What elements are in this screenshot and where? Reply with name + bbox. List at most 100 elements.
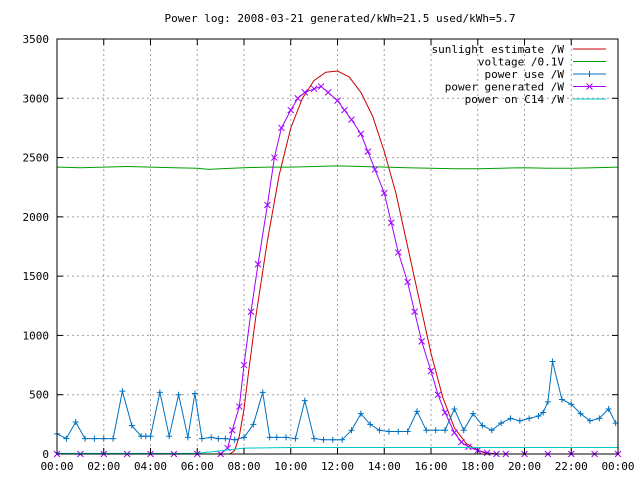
data-point bbox=[371, 166, 379, 173]
data-point bbox=[367, 421, 374, 428]
data-point bbox=[320, 436, 327, 443]
data-point bbox=[228, 426, 236, 434]
data-point bbox=[72, 418, 79, 425]
data-point bbox=[100, 435, 107, 442]
data-point bbox=[247, 308, 255, 316]
data-point bbox=[451, 429, 458, 437]
data-point bbox=[357, 130, 365, 138]
data-point bbox=[442, 427, 449, 434]
data-point bbox=[441, 409, 449, 416]
data-point bbox=[568, 401, 575, 408]
data-point bbox=[156, 389, 163, 396]
x-tick-label: 08:00 bbox=[227, 460, 260, 473]
data-point bbox=[119, 388, 126, 395]
legend-item-2: power use /W bbox=[485, 68, 606, 81]
series-line bbox=[229, 70, 497, 455]
series-0 bbox=[229, 70, 497, 455]
data-point bbox=[558, 396, 565, 403]
legend-item-0: sunlight estimate /W bbox=[432, 43, 606, 56]
grid bbox=[57, 39, 618, 454]
data-point bbox=[128, 422, 135, 429]
y-tick-label: 2000 bbox=[23, 211, 50, 224]
data-point bbox=[411, 308, 418, 316]
data-point bbox=[387, 219, 395, 227]
data-point bbox=[357, 410, 364, 417]
y-tick-label: 500 bbox=[29, 389, 49, 402]
data-point bbox=[311, 435, 318, 442]
data-point bbox=[460, 427, 467, 434]
data-point bbox=[348, 427, 355, 434]
data-point bbox=[334, 97, 341, 105]
data-point bbox=[283, 434, 290, 441]
data-point bbox=[586, 417, 593, 424]
data-point bbox=[317, 83, 325, 90]
data-point bbox=[404, 278, 411, 286]
data-point bbox=[385, 428, 392, 435]
series-line bbox=[56, 361, 617, 441]
legend-label: power generated /W bbox=[445, 81, 565, 94]
data-point bbox=[488, 427, 495, 434]
data-point bbox=[577, 410, 584, 417]
x-tick-label: 10:00 bbox=[274, 460, 307, 473]
data-point bbox=[540, 409, 547, 416]
data-point bbox=[465, 443, 472, 451]
data-point bbox=[483, 449, 491, 457]
data-point bbox=[250, 421, 257, 428]
data-point bbox=[376, 427, 383, 434]
data-point bbox=[458, 438, 465, 446]
data-point bbox=[184, 434, 191, 441]
data-point bbox=[395, 428, 402, 435]
data-point bbox=[324, 89, 332, 96]
x-tick-label: 02:00 bbox=[87, 460, 120, 473]
legend-label: voltage /0.1V bbox=[478, 56, 564, 69]
data-point bbox=[254, 260, 262, 268]
legend-item-3: power generated /W bbox=[445, 81, 606, 94]
data-point bbox=[287, 106, 295, 114]
data-point bbox=[544, 398, 551, 405]
data-point bbox=[394, 249, 402, 256]
data-point bbox=[498, 420, 505, 427]
series-3 bbox=[53, 83, 622, 458]
data-point bbox=[91, 435, 98, 442]
y-tick-label: 3500 bbox=[23, 33, 50, 46]
data-point bbox=[294, 94, 302, 102]
data-point bbox=[427, 367, 435, 375]
data-point bbox=[231, 436, 238, 443]
legend-label: power on C14 /W bbox=[465, 93, 565, 106]
data-point bbox=[434, 391, 442, 399]
data-point bbox=[605, 405, 612, 412]
data-point bbox=[507, 415, 514, 422]
legend-label: sunlight estimate /W bbox=[432, 43, 565, 56]
x-tick-label: 14:00 bbox=[368, 460, 401, 473]
series-line bbox=[57, 447, 618, 454]
data-point bbox=[273, 434, 280, 441]
data-point bbox=[271, 154, 278, 161]
series-1 bbox=[56, 165, 619, 170]
data-point bbox=[348, 116, 355, 123]
data-point bbox=[549, 358, 556, 365]
data-point bbox=[82, 435, 89, 442]
data-point bbox=[404, 428, 411, 435]
data-point bbox=[329, 436, 336, 443]
data-point bbox=[470, 410, 477, 417]
data-point bbox=[147, 433, 154, 440]
data-point bbox=[341, 106, 348, 114]
data-point bbox=[596, 415, 603, 422]
data-point bbox=[432, 427, 439, 434]
x-tick-label: 12:00 bbox=[321, 460, 354, 473]
data-point bbox=[380, 189, 388, 197]
data-point bbox=[110, 435, 117, 442]
data-point bbox=[240, 361, 248, 369]
x-tick-label: 06:00 bbox=[181, 460, 214, 473]
x-tick-label: 00:00 bbox=[601, 460, 634, 473]
data-point bbox=[222, 435, 229, 442]
series-line bbox=[57, 85, 618, 455]
legend-marker bbox=[586, 83, 593, 90]
data-point bbox=[241, 434, 247, 441]
data-point bbox=[339, 436, 346, 443]
data-point bbox=[63, 435, 70, 442]
data-point bbox=[364, 148, 372, 155]
data-point bbox=[479, 422, 486, 429]
